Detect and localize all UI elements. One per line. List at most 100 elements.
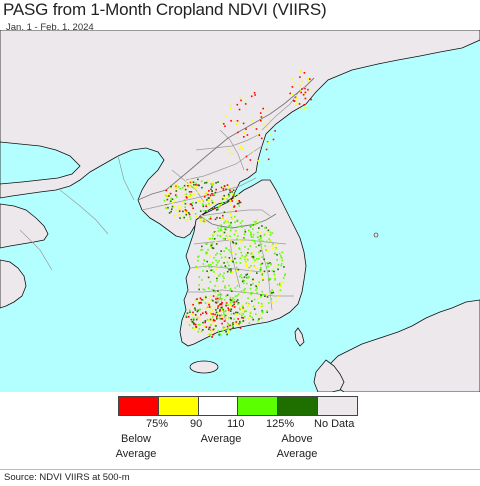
anomaly-pixel bbox=[239, 257, 242, 259]
anomaly-pixel bbox=[208, 287, 210, 290]
anomaly-pixel bbox=[245, 302, 248, 304]
anomaly-pixel bbox=[206, 252, 208, 254]
anomaly-pixel bbox=[221, 302, 223, 304]
anomaly-pixel bbox=[200, 218, 202, 221]
anomaly-pixel bbox=[179, 187, 181, 190]
anomaly-pixel bbox=[200, 220, 202, 222]
anomaly-pixel bbox=[211, 242, 214, 245]
anomaly-pixel bbox=[216, 314, 219, 316]
anomaly-pixel bbox=[210, 245, 212, 248]
anomaly-pixel bbox=[202, 220, 205, 223]
anomaly-pixel bbox=[241, 220, 244, 222]
anomaly-pixel bbox=[215, 264, 218, 266]
anomaly-pixel bbox=[177, 186, 180, 188]
anomaly-pixel bbox=[229, 251, 232, 253]
anomaly-pixel bbox=[247, 252, 249, 254]
anomaly-pixel bbox=[232, 153, 235, 155]
anomaly-pixel bbox=[201, 214, 203, 217]
anomaly-pixel bbox=[245, 254, 248, 256]
anomaly-pixel bbox=[222, 275, 224, 277]
anomaly-pixel bbox=[210, 198, 212, 200]
anomaly-pixel bbox=[164, 194, 167, 196]
anomaly-pixel bbox=[221, 307, 224, 310]
anomaly-pixel bbox=[240, 312, 242, 315]
anomaly-pixel bbox=[206, 210, 208, 212]
anomaly-pixel bbox=[272, 291, 275, 294]
anomaly-pixel bbox=[233, 194, 236, 197]
anomaly-pixel bbox=[275, 247, 277, 249]
anomaly-pixel bbox=[186, 312, 189, 314]
anomaly-pixel bbox=[205, 181, 208, 184]
anomaly-pixel bbox=[187, 212, 190, 214]
anomaly-pixel bbox=[279, 284, 281, 287]
anomaly-pixel bbox=[236, 219, 239, 221]
anomaly-pixel bbox=[183, 184, 186, 187]
anomaly-pixel bbox=[229, 229, 232, 232]
anomaly-pixel bbox=[189, 179, 191, 181]
anomaly-pixel bbox=[198, 328, 201, 330]
anomaly-pixel bbox=[255, 267, 257, 270]
anomaly-pixel bbox=[218, 205, 220, 207]
anomaly-pixel bbox=[188, 183, 191, 186]
anomaly-pixel bbox=[195, 326, 198, 328]
anomaly-pixel bbox=[250, 265, 252, 267]
anomaly-pixel bbox=[241, 226, 243, 228]
anomaly-pixel bbox=[222, 309, 224, 312]
anomaly-pixel bbox=[224, 314, 227, 317]
anomaly-pixel bbox=[243, 136, 245, 138]
anomaly-pixel bbox=[190, 191, 193, 193]
anomaly-pixel bbox=[253, 92, 256, 94]
anomaly-pixel bbox=[249, 287, 252, 290]
anomaly-pixel bbox=[271, 289, 273, 291]
anomaly-pixel bbox=[259, 235, 262, 237]
anomaly-pixel bbox=[248, 276, 250, 278]
anomaly-pixel bbox=[240, 290, 243, 292]
anomaly-pixel bbox=[260, 119, 262, 122]
anomaly-pixel bbox=[237, 193, 239, 195]
anomaly-pixel bbox=[216, 297, 219, 300]
anomaly-pixel bbox=[168, 195, 170, 197]
anomaly-pixel bbox=[231, 271, 234, 273]
anomaly-pixel bbox=[223, 222, 225, 224]
anomaly-pixel bbox=[166, 198, 169, 201]
anomaly-pixel bbox=[212, 295, 215, 297]
anomaly-pixel bbox=[262, 123, 265, 126]
anomaly-pixel bbox=[233, 303, 235, 306]
anomaly-pixel bbox=[216, 261, 219, 264]
anomaly-pixel bbox=[280, 255, 282, 257]
anomaly-pixel bbox=[274, 252, 277, 255]
anomaly-pixel bbox=[251, 254, 253, 257]
anomaly-pixel bbox=[218, 317, 221, 320]
anomaly-pixel bbox=[298, 103, 301, 105]
anomaly-pixel bbox=[213, 271, 215, 273]
anomaly-pixel bbox=[218, 290, 220, 293]
anomaly-pixel bbox=[258, 227, 260, 229]
anomaly-pixel bbox=[241, 148, 244, 150]
anomaly-pixel bbox=[266, 294, 268, 296]
anomaly-pixel bbox=[238, 324, 240, 327]
anomaly-pixel bbox=[168, 193, 170, 195]
anomaly-pixel bbox=[209, 194, 212, 197]
anomaly-pixel bbox=[243, 289, 245, 291]
anomaly-pixel bbox=[241, 280, 244, 283]
anomaly-pixel bbox=[265, 266, 268, 268]
anomaly-pixel bbox=[249, 310, 251, 313]
anomaly-pixel bbox=[194, 309, 197, 311]
anomaly-pixel bbox=[225, 331, 227, 333]
anomaly-pixel bbox=[220, 303, 223, 305]
anomaly-pixel bbox=[256, 218, 258, 221]
anomaly-pixel bbox=[309, 78, 311, 80]
anomaly-pixel bbox=[172, 188, 175, 191]
anomaly-pixel bbox=[234, 287, 237, 289]
anomaly-pixel bbox=[258, 239, 261, 241]
anomaly-pixel bbox=[210, 244, 213, 247]
anomaly-pixel bbox=[228, 257, 231, 259]
anomaly-pixel bbox=[246, 306, 249, 308]
anomaly-pixel bbox=[193, 322, 195, 325]
anomaly-pixel bbox=[222, 189, 225, 191]
anomaly-pixel bbox=[220, 229, 223, 232]
anomaly-pixel bbox=[228, 316, 230, 319]
anomaly-pixel bbox=[205, 308, 207, 310]
anomaly-pixel bbox=[280, 256, 283, 259]
anomaly-pixel bbox=[271, 270, 274, 272]
